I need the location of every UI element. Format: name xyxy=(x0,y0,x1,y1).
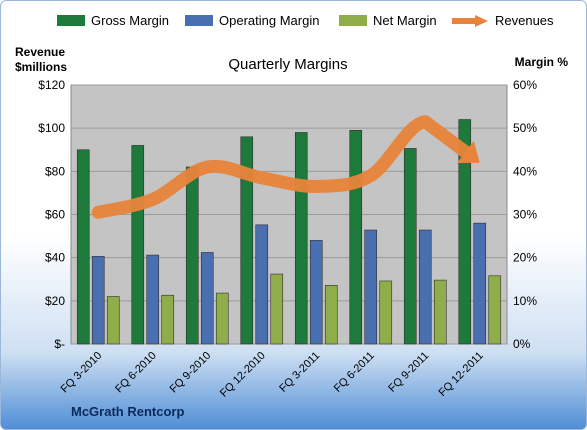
revenue-line-group xyxy=(91,115,480,219)
left-tick-label: $20 xyxy=(45,294,65,308)
legend-arrow-icon xyxy=(452,14,488,27)
bar-operating-margin xyxy=(309,240,323,345)
legend-swatch-gross xyxy=(57,15,85,26)
left-axis-title: Revenue $millions xyxy=(15,45,67,75)
right-tick-label: 40% xyxy=(513,164,537,178)
bar-gross-margin xyxy=(349,130,363,345)
bar-net-margin xyxy=(433,279,447,345)
right-tick-label: 20% xyxy=(513,251,537,265)
bar-operating-margin xyxy=(418,229,432,345)
bar-net-margin xyxy=(215,292,229,345)
bars-group xyxy=(76,119,502,345)
bar-net-margin xyxy=(106,296,120,345)
right-tick-label: 30% xyxy=(513,208,537,222)
bar-gross-margin xyxy=(76,149,90,345)
bar-gross-margin xyxy=(403,148,417,345)
legend-revenues: Revenues xyxy=(451,13,554,28)
left-tick-label: $40 xyxy=(45,251,65,265)
bar-operating-margin xyxy=(473,222,487,345)
right-tick-label: 60% xyxy=(513,78,537,92)
bar-gross-margin xyxy=(185,166,199,345)
right-axis-title: Margin % xyxy=(514,55,568,69)
left-axis-title-line2: $millions xyxy=(15,60,68,74)
legend-operating-margin: Operating Margin xyxy=(185,13,319,28)
legend-label-operating: Operating Margin xyxy=(219,13,320,28)
bar-gross-margin xyxy=(240,136,254,345)
x-tick-label: FQ 6-2011 xyxy=(332,350,377,395)
left-tick-label: $- xyxy=(54,337,65,351)
legend-label-gross: Gross Margin xyxy=(91,13,170,28)
bar-net-margin xyxy=(324,284,338,345)
x-tick-label: FQ 3-2011 xyxy=(277,350,322,395)
bar-operating-margin xyxy=(91,256,105,345)
x-tick-labels: FQ 3-2010 FQ 6-2010 FQ 9-2010 FQ 12-2010 FQ … xyxy=(59,350,486,400)
right-tick-label: 10% xyxy=(513,294,537,308)
legend-swatch-net xyxy=(339,15,367,26)
bar-gross-margin xyxy=(458,119,472,345)
x-tick-label: FQ 3-2010 xyxy=(59,350,105,396)
bar-gross-margin xyxy=(294,132,308,345)
bar-operating-margin xyxy=(200,252,214,345)
chart-title: Quarterly Margins xyxy=(228,56,347,73)
x-tick-label: FQ 12-2010 xyxy=(218,350,268,400)
left-tick-label: $60 xyxy=(45,208,65,222)
bar-net-margin xyxy=(488,275,502,345)
bar-net-margin xyxy=(161,294,175,345)
revenue-line xyxy=(91,115,472,219)
legend-net-margin: Net Margin xyxy=(339,13,437,28)
legend-label-net: Net Margin xyxy=(373,13,437,28)
right-tick-label: 0% xyxy=(513,337,531,351)
left-tick-labels: $- $20 $40 $60 $80 $100 $120 xyxy=(38,78,65,351)
bar-net-margin xyxy=(270,273,284,345)
x-tick-label: FQ 12-2011 xyxy=(436,350,485,399)
legend-swatch-operating xyxy=(185,15,213,26)
legend-label-revenues: Revenues xyxy=(495,13,554,28)
left-tick-label: $120 xyxy=(38,78,65,92)
bar-gross-margin xyxy=(131,145,145,345)
x-tick-label: FQ 6-2010 xyxy=(113,350,159,396)
bar-operating-margin xyxy=(146,254,160,345)
left-tick-label: $80 xyxy=(45,164,65,178)
x-tick-label: FQ 9-2011 xyxy=(386,350,431,395)
left-tick-label: $100 xyxy=(38,121,65,135)
x-tick-label: FQ 9-2010 xyxy=(168,350,214,396)
revenue-arrowhead xyxy=(456,140,480,164)
legend-gross-margin: Gross Margin xyxy=(57,13,169,28)
company-name: McGrath Rentcorp xyxy=(71,404,185,419)
bar-operating-margin xyxy=(364,229,378,345)
right-tick-labels: 0% 10% 20% 30% 40% 50% 60% xyxy=(513,78,537,351)
bar-net-margin xyxy=(379,280,393,345)
left-axis-title-line1: Revenue xyxy=(15,45,66,59)
right-tick-label: 50% xyxy=(513,121,537,135)
bar-operating-margin xyxy=(255,224,269,345)
